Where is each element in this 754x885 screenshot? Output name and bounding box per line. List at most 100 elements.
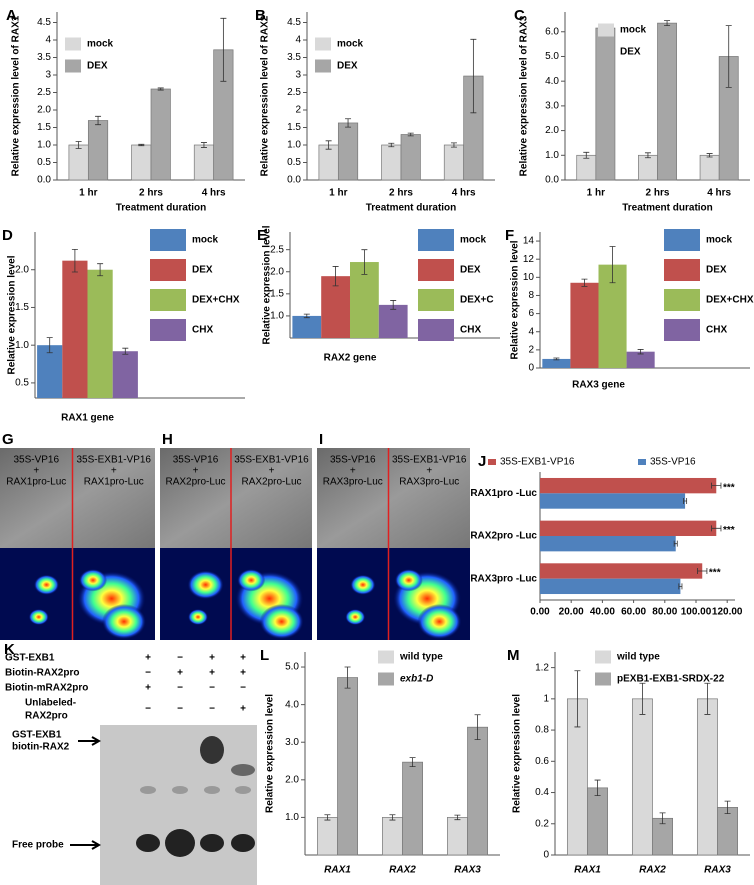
image-label: RAX3pro-Luc [399, 477, 459, 488]
row-label: Unlabeled- [25, 698, 76, 709]
panel-label: M [507, 647, 520, 664]
y-tick-label: 3.5 [37, 52, 51, 63]
row-label: Biotin-RAX2pro [5, 668, 79, 679]
bar [587, 787, 608, 856]
band-label: biotin-RAX2 [12, 742, 70, 753]
signal-blob [33, 574, 60, 595]
band-label: Free probe [12, 840, 64, 851]
panel-label: E [257, 227, 267, 244]
bar [112, 351, 138, 398]
x-tick-label: RAX1 [324, 865, 351, 876]
row-label: Biotin-mRAX2pro [5, 683, 88, 694]
sign: + [240, 704, 246, 715]
smear [172, 786, 188, 794]
y-tick-label: 4 [295, 35, 301, 46]
sign: + [209, 653, 215, 664]
legend-label: DEX [460, 265, 481, 276]
legend-label: DEX [87, 61, 108, 72]
y-tick-label: 8 [528, 290, 534, 301]
legend-swatch [595, 650, 611, 664]
error-bar [574, 670, 581, 728]
legend-label: 35S-VP16 [650, 457, 696, 468]
x-tick-label: 2 hrs [389, 188, 413, 199]
sign: − [145, 704, 151, 715]
legend-label: mock [706, 235, 733, 246]
panel-label: I [319, 431, 323, 448]
x-tick-label: RAX2 [389, 865, 416, 876]
legend-swatch [418, 319, 454, 341]
error-bar [697, 567, 708, 574]
x-tick-label: 40.00 [590, 607, 615, 618]
error-bar [470, 38, 477, 114]
y-tick-label: 4 [45, 35, 51, 46]
error-bar [659, 812, 666, 825]
y-tick-label: 1 [543, 693, 549, 704]
free-probe-band [200, 834, 224, 852]
y-tick-label: 3.0 [545, 101, 559, 112]
x-tick-label: 120.00 [712, 607, 743, 618]
error-bar [332, 266, 339, 287]
legend-label: mock [87, 39, 114, 50]
y-axis-label: Relative expression level [512, 694, 523, 813]
y-axis-label: Relative expression level [265, 694, 276, 813]
x-tick-label: 1 hr [79, 188, 97, 199]
error-bar [75, 141, 82, 149]
x-tick-label: 4 hrs [707, 188, 731, 199]
error-bar [609, 246, 616, 284]
legend-swatch [418, 259, 454, 281]
error-bar [303, 313, 310, 319]
y-tick-label: 2.5 [37, 87, 51, 98]
sign: − [209, 704, 215, 715]
legend-swatch [150, 259, 186, 281]
panel-label: A [6, 7, 17, 24]
x-tick-label: 100.00 [681, 607, 712, 618]
bar [540, 477, 717, 494]
y-tick-label: 4.0 [545, 76, 559, 87]
legend-label: pEXB1-EXB1-SRDX-22 [617, 674, 725, 685]
panel-label: B [255, 7, 266, 24]
y-tick-label: 14 [523, 236, 535, 247]
legend-swatch [638, 459, 646, 465]
x-axis-label: RAX2 gene [324, 353, 377, 364]
band-label: GST-EXB1 [12, 730, 62, 741]
panel-label: J [478, 453, 486, 470]
smear [140, 786, 156, 794]
y-tick-label: 2 [528, 345, 534, 356]
error-bar [725, 25, 732, 88]
legend-label: CHX [192, 325, 213, 336]
error-bar [220, 17, 227, 82]
error-bar [711, 525, 722, 532]
legend-label: wild type [399, 652, 443, 663]
error-bar [724, 800, 731, 815]
error-bar [71, 248, 78, 273]
x-tick-label: RAX3 [704, 865, 731, 876]
bar [540, 520, 717, 536]
y-tick-label: 0.6 [535, 756, 549, 767]
error-bar [325, 140, 332, 150]
legend-label: mock [337, 39, 364, 50]
signal-blob [345, 609, 366, 625]
free-probe-band [136, 834, 160, 852]
error-bar [157, 87, 164, 91]
bar [68, 144, 89, 181]
error-bar [407, 132, 414, 137]
image-label: 35S-EXB1-VP16 [77, 455, 152, 466]
image-label: 35S-VP16 [330, 455, 376, 466]
gel-image [100, 725, 257, 885]
annotation: *** [709, 568, 721, 579]
legend-swatch [378, 672, 394, 686]
panel-label: L [260, 647, 269, 664]
bar [87, 269, 113, 398]
x-tick-label: 60.00 [621, 607, 646, 618]
signal-blob [350, 574, 376, 595]
y-tick-label: 5.0 [285, 662, 299, 673]
y-axis-label: Relative expression level [7, 255, 18, 374]
image-label: RAX1pro-Luc [6, 477, 66, 488]
y-tick-label: 0.5 [15, 378, 29, 389]
y-tick-label: 2.0 [545, 125, 559, 136]
error-bar [409, 757, 416, 768]
y-tick-label: 2.0 [15, 264, 29, 275]
y-tick-label: 1.5 [270, 288, 284, 299]
image-label: RAX3pro-Luc [323, 477, 383, 488]
